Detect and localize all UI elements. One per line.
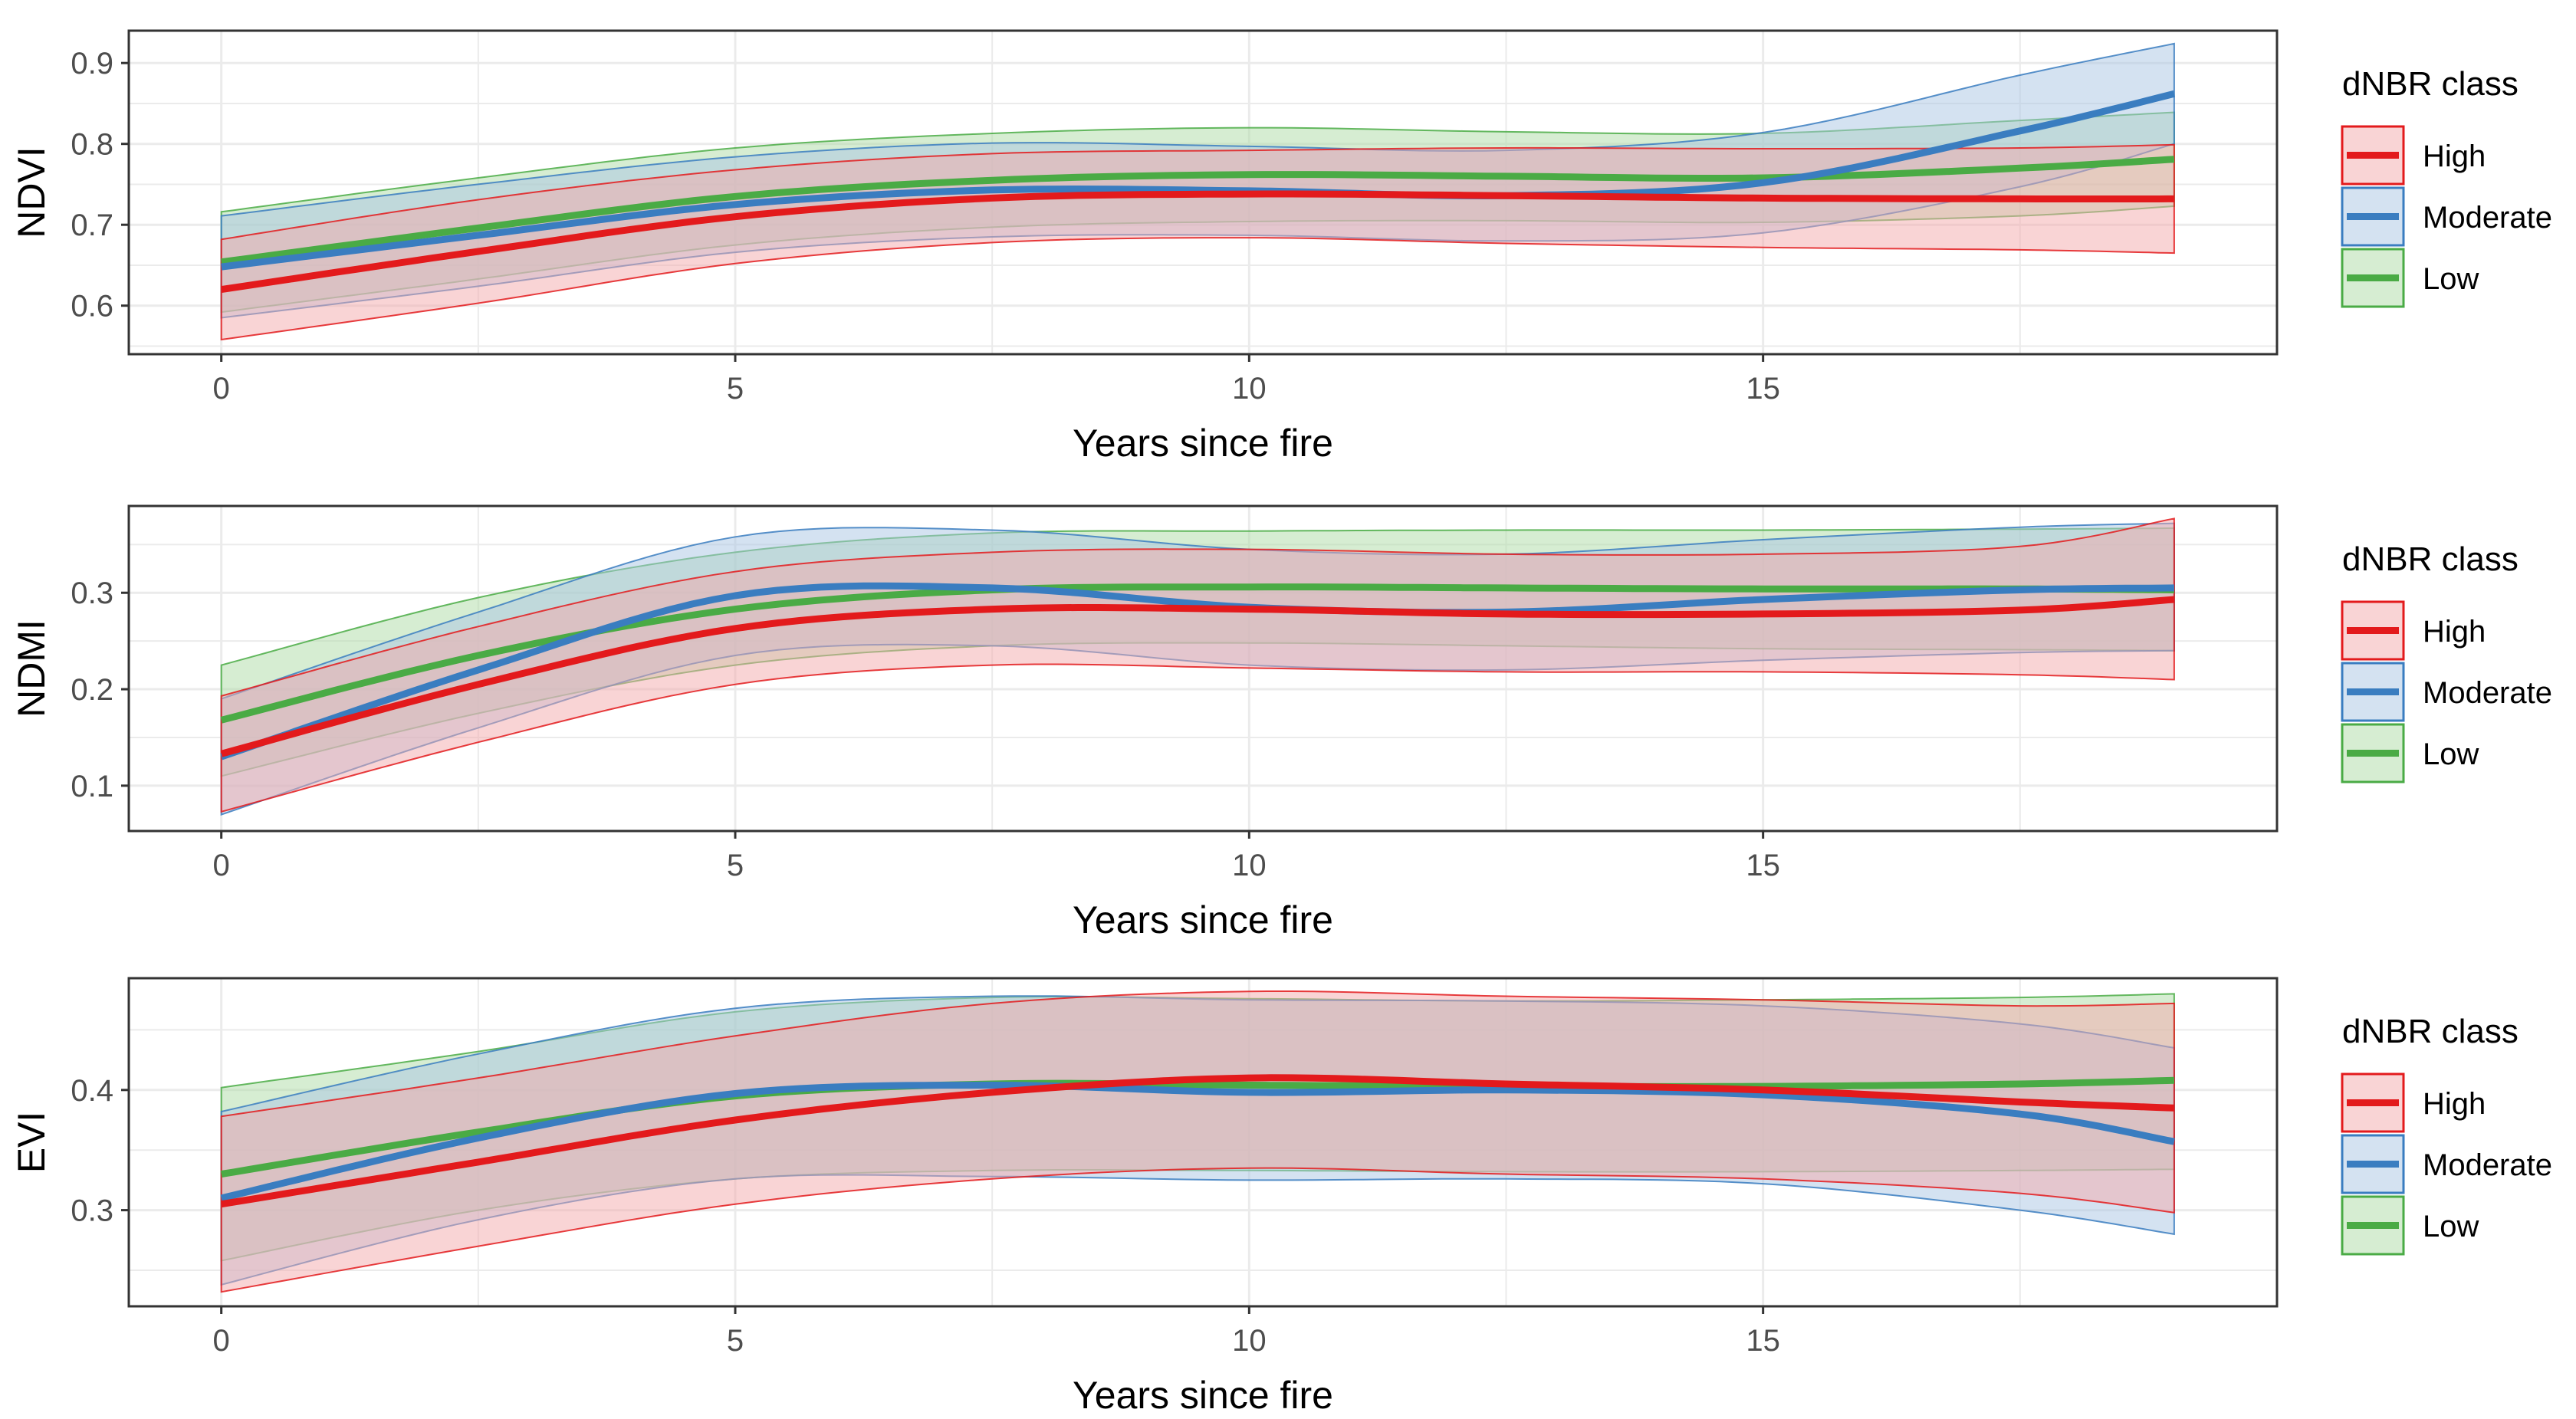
y-axis-title: EVI <box>10 1112 53 1174</box>
y-tick-label: 0.6 <box>71 290 113 324</box>
legend-title: dNBR class <box>2342 540 2518 578</box>
x-tick-label: 15 <box>1746 372 1780 406</box>
series-line-low <box>221 156 2175 266</box>
series-lines <box>220 1074 2175 1208</box>
y-axis-title: NDMI <box>10 619 53 718</box>
legend-label-moderate: Moderate <box>2423 676 2552 710</box>
y-axis-title: NDVI <box>10 146 53 238</box>
x-tick-label: 0 <box>213 1324 230 1358</box>
legend-label-low: Low <box>2423 262 2479 296</box>
legend: dNBR class High Moderate Low <box>2341 1013 2552 1256</box>
series-line-high <box>220 596 2175 757</box>
legend-label-low: Low <box>2423 1210 2479 1243</box>
panel-border <box>127 29 2279 356</box>
legend-label-high: High <box>2423 140 2486 173</box>
y-tick-label: 0.4 <box>71 1074 113 1108</box>
series-line-high <box>220 1074 2175 1208</box>
ribbon-high <box>220 990 2175 1293</box>
x-tick-label: 5 <box>727 849 744 882</box>
x-tick-label: 10 <box>1232 1324 1267 1358</box>
legend-label-moderate: Moderate <box>2423 201 2552 235</box>
series-line-high <box>221 190 2174 294</box>
legend-title: dNBR class <box>2342 65 2518 103</box>
chart-panel-ndvi: 0 5 10 15 0.6 0.7 0.8 0.9 Years since fire NDVI dN… <box>10 29 2552 465</box>
x-tick-label: 10 <box>1232 372 1267 406</box>
panel-border <box>127 504 2279 833</box>
y-tick-label: 0.8 <box>71 128 113 162</box>
legend: dNBR class High Moderate Low <box>2341 540 2552 783</box>
x-tick-label: 15 <box>1746 1324 1780 1358</box>
legend-label-low: Low <box>2423 737 2479 771</box>
x-tick-label: 0 <box>213 849 230 882</box>
y-tick-label: 0.9 <box>71 47 113 80</box>
x-axis-title: Years since fire <box>1073 422 1333 465</box>
y-tick-label: 0.3 <box>71 576 113 610</box>
x-axis-title: Years since fire <box>1073 898 1333 941</box>
ribbon-high <box>220 517 2175 813</box>
series-lines <box>221 90 2175 294</box>
y-tick-label: 0.3 <box>71 1194 113 1228</box>
y-tick-label: 0.1 <box>71 770 113 803</box>
legend-label-high: High <box>2423 615 2486 649</box>
confidence-ribbons <box>220 990 2175 1293</box>
x-tick-label: 5 <box>727 372 744 406</box>
legend-label-high: High <box>2423 1087 2486 1121</box>
legend: dNBR class High Moderate Low <box>2341 65 2552 308</box>
y-tick-label: 0.7 <box>71 209 113 242</box>
chart-panel-ndmi: 0 5 10 15 0.1 0.2 0.3 Years since fire NDMI dNBR … <box>10 504 2552 941</box>
x-tick-label: 15 <box>1746 849 1780 882</box>
x-tick-label: 5 <box>727 1324 744 1358</box>
panel-border <box>127 977 2279 1308</box>
series-line-low <box>220 583 2174 724</box>
x-axis-title: Years since fire <box>1073 1374 1333 1417</box>
legend-label-moderate: Moderate <box>2423 1148 2552 1182</box>
y-tick-label: 0.2 <box>71 673 113 707</box>
x-tick-label: 10 <box>1232 849 1267 882</box>
confidence-ribbons <box>220 517 2175 816</box>
series-lines <box>220 582 2175 760</box>
x-tick-label: 0 <box>213 372 230 406</box>
legend-title: dNBR class <box>2342 1013 2518 1050</box>
chart-panel-evi: 0 5 10 15 0.3 0.4 Years since fire EVI dNBR clas… <box>10 977 2552 1417</box>
series-line-moderate <box>220 1082 2175 1202</box>
